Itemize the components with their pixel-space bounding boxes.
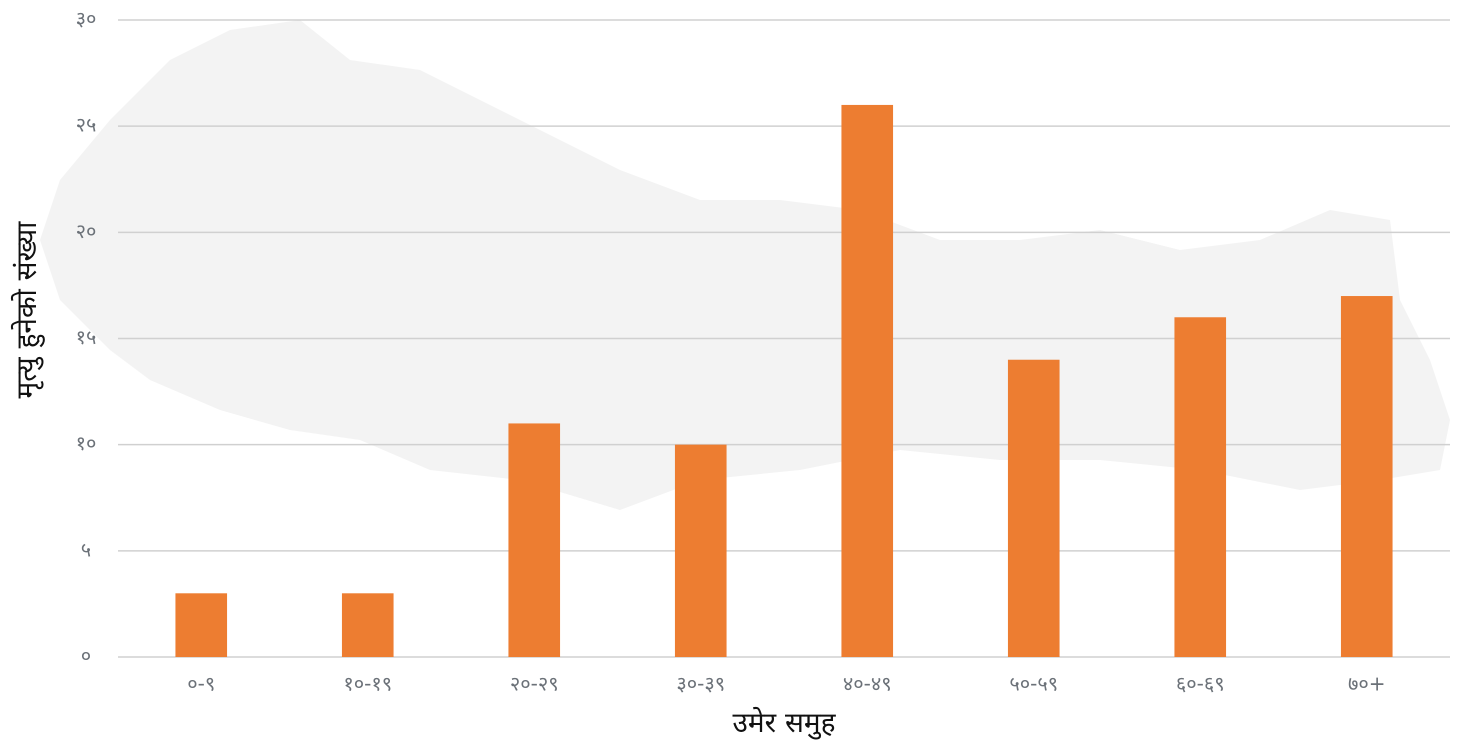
bar — [175, 593, 228, 657]
bar — [1340, 296, 1393, 657]
background-map — [40, 20, 1450, 510]
y-tick-label: ३० — [76, 7, 97, 31]
y-tick-label: १५ — [76, 325, 97, 349]
x-tick-label: ७०+ — [1348, 672, 1386, 696]
x-tick-label: ६०-६९ — [1176, 672, 1225, 696]
x-tick-label: १०-१९ — [343, 672, 392, 696]
y-axis-title: मृत्यु हुनेको संख्या — [10, 221, 45, 399]
x-tick-label: ३०-३९ — [676, 672, 725, 696]
y-tick-label: १० — [76, 431, 97, 455]
x-tick-label: २०-२९ — [510, 672, 559, 696]
y-tick-label: ५ — [81, 537, 91, 561]
bar — [341, 593, 394, 657]
x-axis-title: उमेर समुह — [733, 706, 837, 740]
bar — [1007, 359, 1060, 657]
y-tick-label: ० — [81, 644, 91, 668]
x-tick-label: ०-९ — [187, 672, 215, 696]
bar — [508, 423, 561, 657]
y-tick-label: २५ — [76, 113, 97, 137]
bar — [1174, 317, 1227, 657]
y-tick-label: २० — [76, 219, 97, 243]
x-tick-label: ४०-४९ — [843, 672, 892, 696]
bar — [841, 104, 894, 657]
x-tick-label: ५०-५९ — [1009, 672, 1058, 696]
bar — [674, 444, 727, 657]
